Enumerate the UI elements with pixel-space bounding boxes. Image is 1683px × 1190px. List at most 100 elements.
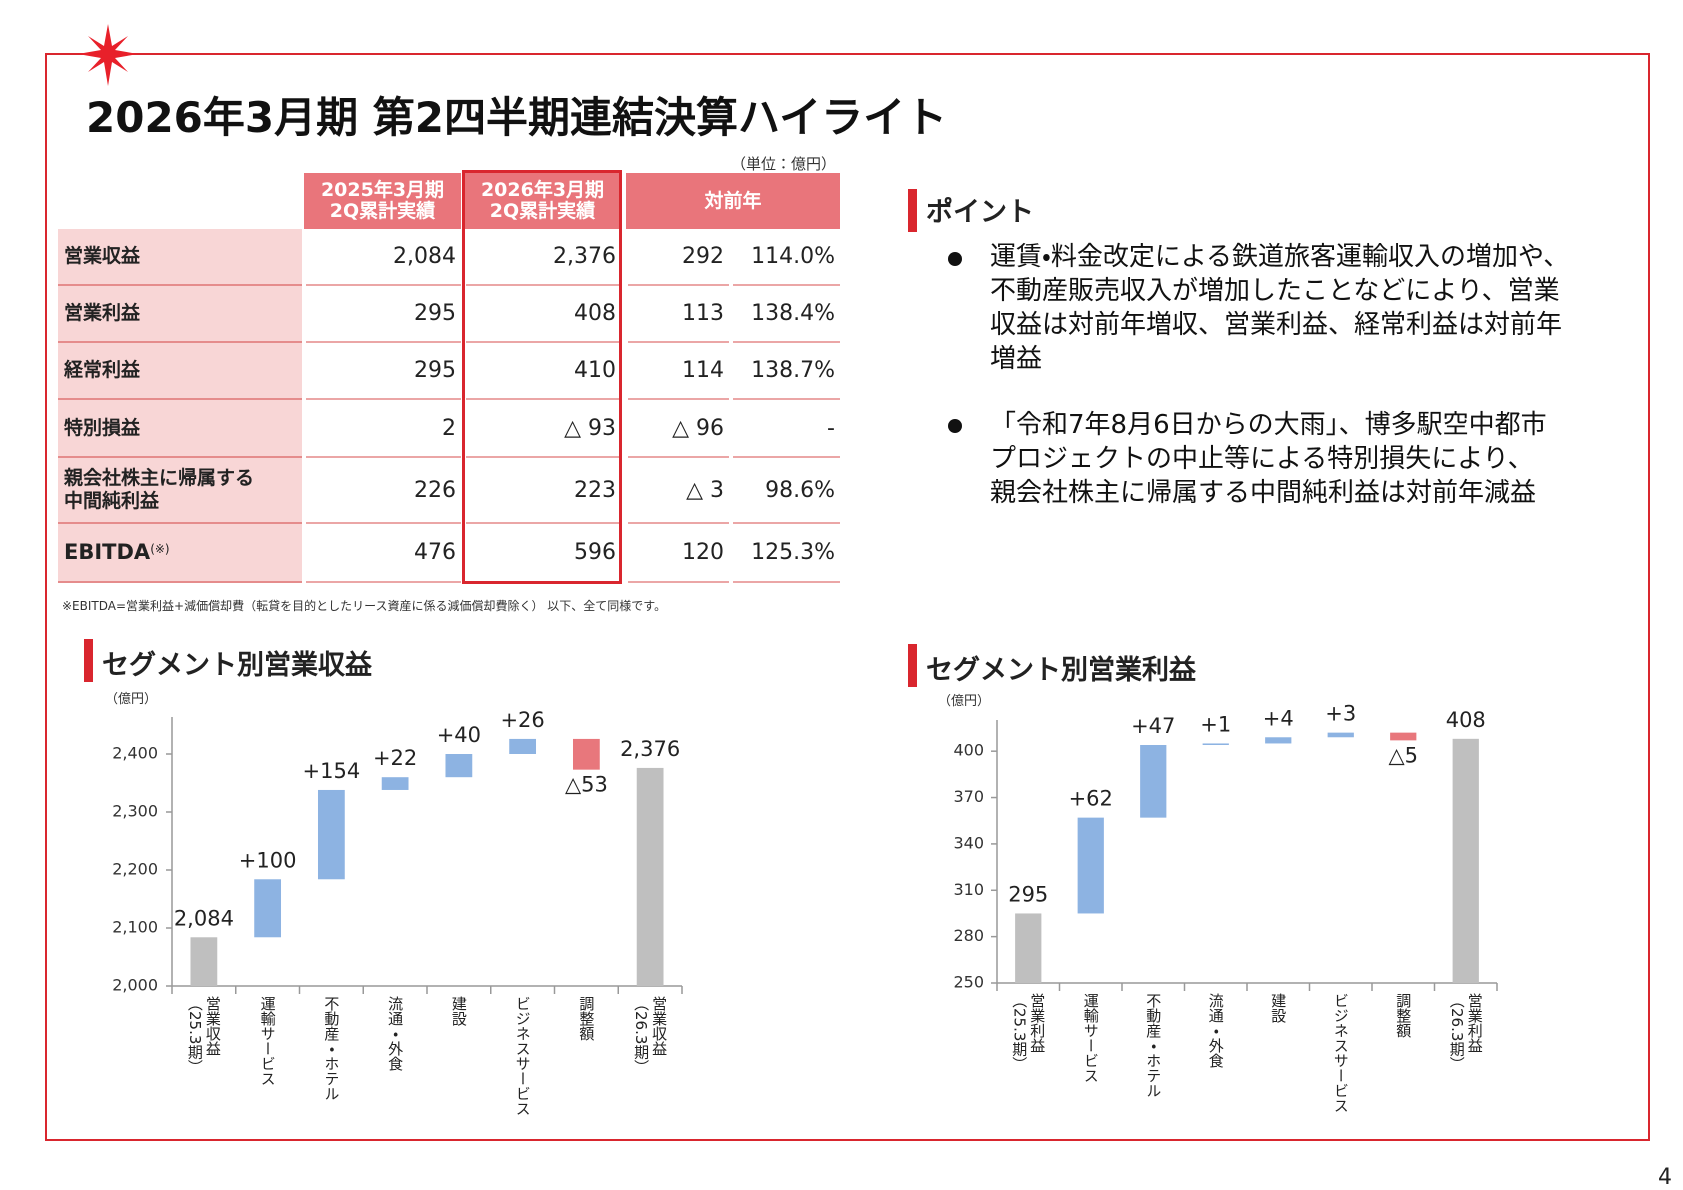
bar xyxy=(1140,745,1167,818)
bar xyxy=(190,937,218,986)
table-cell: 98.6% xyxy=(733,458,840,524)
data-label: +47 xyxy=(1131,714,1175,738)
y-axis-unit: （億円） xyxy=(938,694,991,709)
bar xyxy=(254,879,282,938)
table-cell: 138.7% xyxy=(733,343,840,400)
footnote: ※EBITDA=営業利益+減価償却費（転貸を目的としたリース資産に係る減価償却費… xyxy=(62,599,667,613)
y-tick-label: 2,000 xyxy=(112,976,158,995)
x-tick-label: 運輸サービス xyxy=(258,996,277,1086)
table-cell: 113 xyxy=(628,286,729,343)
point-text: 運賃・料金改定による鉄道旅客運輸収入の増加や、 不動産販売収入が増加したことなど… xyxy=(990,242,1570,374)
table-cell: 223 xyxy=(466,458,621,524)
x-tick-label: 調整額 xyxy=(577,996,596,1041)
x-tick-label: 不動産・ホテル xyxy=(1144,993,1163,1098)
x-tick-label: 建設 xyxy=(1269,993,1288,1023)
slide-title: 2026年3月期 第2四半期連結決算ハイライト xyxy=(86,93,948,142)
bullet xyxy=(948,419,962,433)
bar xyxy=(572,738,600,770)
data-label: 2,376 xyxy=(620,737,680,761)
x-tick-label: 不動産・ホテル xyxy=(322,996,341,1101)
bar xyxy=(636,767,664,986)
row-label-note: (※) xyxy=(150,542,170,556)
table-cell: △ 96 xyxy=(628,400,729,458)
data-label: +3 xyxy=(1325,702,1356,726)
table-cell: 292 xyxy=(628,229,729,286)
bar xyxy=(381,777,409,790)
star-ornament xyxy=(78,24,138,86)
bar xyxy=(317,789,345,880)
frame xyxy=(45,53,1650,1141)
bar xyxy=(1015,913,1042,983)
table-cell: 408 xyxy=(466,286,621,343)
x-tick-label: 運輸サービス xyxy=(1081,993,1100,1083)
y-tick-label: 310 xyxy=(953,880,984,899)
table-cell: 125.3% xyxy=(733,524,840,583)
bar xyxy=(1452,738,1479,983)
point-text: 「令和7年8月6日からの大雨」、博多駅空中都市 プロジェクトの中止等による特別損… xyxy=(990,410,1547,508)
y-axis-unit: （億円） xyxy=(105,692,158,707)
y-tick-label: 370 xyxy=(953,787,984,806)
row-label: 親会社株主に帰属する 中間純利益 xyxy=(58,458,302,524)
table-cell: 410 xyxy=(466,343,621,400)
table-header: 2025年3月期 2Q累計実績 xyxy=(304,173,461,229)
bar xyxy=(1077,817,1104,914)
x-tick-label: 流通・外食 xyxy=(386,996,405,1071)
data-label: +22 xyxy=(373,746,417,770)
x-tick-label: 営業収益 （25.3期） xyxy=(185,996,222,1075)
x-tick-label: ビジネスサービス xyxy=(513,996,532,1116)
bar xyxy=(1265,737,1292,744)
row-label: 特別損益 xyxy=(58,400,302,458)
table-cell: - xyxy=(733,400,840,458)
section-heading: ポイント xyxy=(926,197,1034,228)
y-tick-label: 400 xyxy=(953,741,984,760)
x-tick-label: ビジネスサービス xyxy=(1331,993,1350,1113)
table-cell: 120 xyxy=(628,524,729,583)
row-label: 営業利益 xyxy=(58,286,302,343)
row-label: 経常利益 xyxy=(58,343,302,400)
heading-bar xyxy=(908,644,917,687)
row-label: EBITDA (※) xyxy=(58,524,302,583)
x-tick-label: 調整額 xyxy=(1394,993,1413,1038)
x-tick-label: 流通・外食 xyxy=(1206,993,1225,1068)
data-label: △5 xyxy=(1388,743,1418,767)
table-cell: △ 3 xyxy=(628,458,729,524)
data-label: +40 xyxy=(437,723,481,747)
chart-title: セグメント別営業利益 xyxy=(926,655,1196,686)
y-tick-label: 2,300 xyxy=(112,802,158,821)
table-cell: 114.0% xyxy=(733,229,840,286)
table-cell: 114 xyxy=(628,343,729,400)
y-tick-label: 2,100 xyxy=(112,918,158,937)
data-label: +26 xyxy=(500,708,544,732)
page-number: 4 xyxy=(1658,1165,1672,1190)
y-tick-label: 2,400 xyxy=(112,744,158,763)
data-label: 2,084 xyxy=(174,906,234,930)
bar xyxy=(445,754,473,778)
table-header: 対前年 xyxy=(626,173,840,229)
bar xyxy=(509,738,537,754)
table-cell: 2,376 xyxy=(466,229,621,286)
table-unit: （単位：億円） xyxy=(730,155,836,173)
table-cell: 476 xyxy=(306,524,461,583)
heading-bar xyxy=(84,639,93,682)
table-cell: 2 xyxy=(306,400,461,458)
table-cell: △ 93 xyxy=(466,400,621,458)
table-cell: 138.4% xyxy=(733,286,840,343)
x-tick-label: 営業利益 （26.3期） xyxy=(1447,993,1484,1072)
bar xyxy=(1327,732,1354,738)
y-tick-label: 340 xyxy=(953,833,984,852)
bar xyxy=(1390,732,1417,741)
row-label: 営業収益 xyxy=(58,229,302,286)
table-cell: 2,084 xyxy=(306,229,461,286)
heading-bar xyxy=(908,189,917,232)
data-label: △53 xyxy=(565,773,608,797)
data-label: +4 xyxy=(1263,706,1294,730)
chart-title: セグメント別営業収益 xyxy=(102,650,372,681)
x-tick-label: 建設 xyxy=(449,996,468,1026)
data-label: +100 xyxy=(239,848,297,872)
data-label: +154 xyxy=(303,759,361,783)
x-tick-label: 営業収益 （26.3期） xyxy=(632,996,669,1075)
table-cell: 295 xyxy=(306,343,461,400)
data-label: +1 xyxy=(1200,712,1231,736)
